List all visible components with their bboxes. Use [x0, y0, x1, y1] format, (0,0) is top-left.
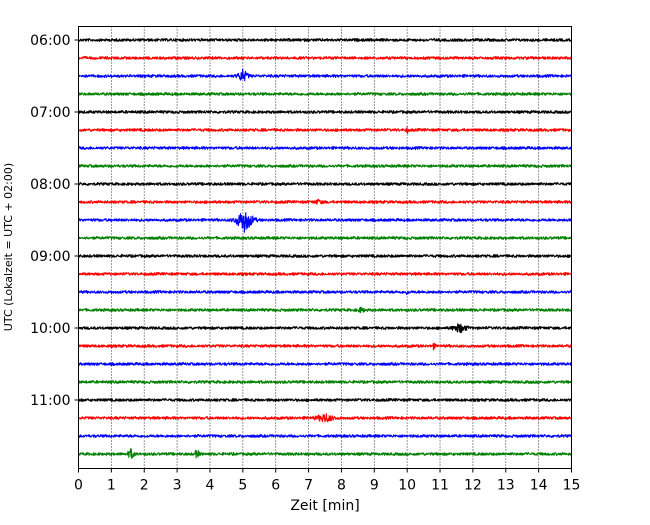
trace-0715 [78, 126, 573, 135]
x-tick-label: 7 [304, 478, 313, 494]
trace-1000 [78, 323, 573, 334]
y-tick-label: 11:00 [30, 393, 70, 409]
x-tick-label: 0 [74, 478, 83, 494]
y-tick-label: 07:00 [30, 105, 70, 121]
trace-0615 [77, 55, 573, 61]
x-tick-label: 6 [271, 478, 280, 494]
x-tick-label: 13 [497, 478, 515, 494]
x-tick-label: 12 [464, 478, 482, 494]
trace-0745 [77, 163, 573, 169]
x-tick-label: 9 [370, 478, 379, 494]
trace-1015 [78, 342, 572, 351]
trace-0830 [77, 212, 573, 233]
y-axis-label: UTC (Lokalzeit = UTC + 02:00) [2, 163, 15, 331]
trace-1100 [78, 397, 572, 403]
trace-0730 [77, 145, 573, 151]
x-tick-label: 3 [173, 478, 182, 494]
x-tick-label: 15 [563, 478, 581, 494]
trace-1115 [77, 413, 572, 423]
x-tick-label: 4 [206, 478, 215, 494]
x-axis: 0 1 2 3 4 5 6 7 8 9 10 11 12 13 14 15 [74, 468, 581, 494]
y-tick-label: 08:00 [30, 177, 70, 193]
x-tick-label: 14 [530, 478, 548, 494]
trace-0815 [77, 198, 572, 205]
trace-0800 [78, 182, 573, 187]
y-tick-label: 10:00 [30, 321, 70, 337]
trace-0930 [77, 289, 573, 296]
x-tick-label: 5 [238, 478, 247, 494]
y-axis: 06:00 07:00 08:00 09:00 10:00 11:00 [30, 33, 79, 409]
x-axis-label: Zeit [min] [290, 498, 359, 514]
x-tick-label: 11 [431, 478, 449, 494]
plot-frame [78, 26, 572, 469]
plot-background [78, 26, 572, 469]
y-tick-label: 09:00 [30, 249, 70, 265]
trace-1130 [78, 433, 573, 439]
trace-0600 [77, 37, 573, 43]
trace-0645 [78, 91, 572, 97]
trace-0845 [77, 235, 572, 241]
trace-1030 [78, 361, 572, 367]
trace-0900 [78, 254, 573, 259]
x-tick-label: 10 [398, 478, 416, 494]
x-tick-label: 8 [337, 478, 346, 494]
trace-1045 [78, 380, 573, 385]
trace-0945 [78, 306, 573, 314]
trace-1145 [77, 448, 573, 459]
trace-0630 [77, 68, 573, 82]
x-tick-label: 2 [140, 478, 149, 494]
trace-0700 [78, 110, 572, 115]
trace-layer [77, 37, 573, 459]
y-tick-label: 06:00 [30, 33, 70, 49]
trace-0915 [78, 271, 573, 277]
x-tick-label: 1 [107, 478, 116, 494]
